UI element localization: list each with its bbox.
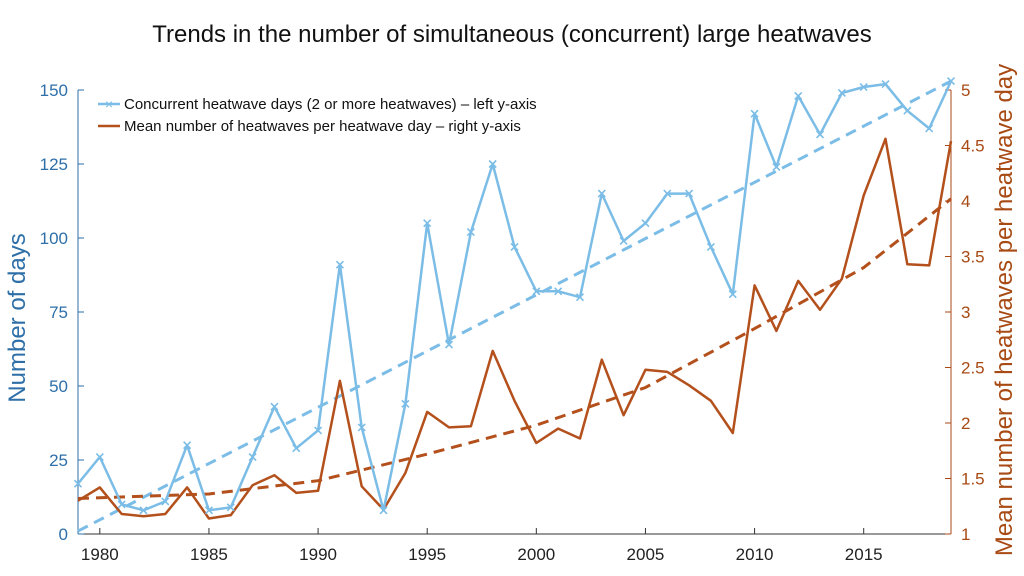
x-tick-label: 2000 — [517, 545, 555, 564]
point-marker-concurrent-days — [335, 260, 344, 269]
legend-marker-x: × — [105, 96, 113, 112]
x-tick-label: 1985 — [190, 545, 228, 564]
y-tick-label-left: 125 — [40, 155, 68, 174]
point-marker-concurrent-days — [248, 452, 257, 462]
point-marker-concurrent-days — [139, 506, 148, 515]
y-tick-label-right: 1 — [961, 525, 970, 544]
y-tick-label-right: 2.5 — [961, 359, 985, 378]
trend-line-concurrent-days — [77, 79, 952, 533]
point-marker-concurrent-days — [488, 159, 497, 169]
point-marker-concurrent-days — [357, 423, 366, 432]
point-marker-concurrent-days — [161, 497, 170, 506]
point-marker-concurrent-days — [794, 91, 803, 100]
point-marker-concurrent-days — [510, 242, 519, 251]
y-tick-label-left: 75 — [49, 303, 68, 322]
x-tick-label: 2005 — [627, 545, 665, 564]
point-marker-concurrent-days — [663, 189, 672, 198]
y-tick-label-right: 5 — [961, 81, 970, 100]
point-marker-concurrent-days — [204, 506, 214, 515]
point-marker-concurrent-days — [226, 503, 235, 512]
point-marker-concurrent-days — [619, 236, 628, 246]
point-marker-concurrent-days — [554, 287, 563, 296]
point-marker-concurrent-days — [575, 293, 585, 302]
line-concurrent-days — [77, 80, 953, 512]
trend-line-mean-heatwaves — [77, 197, 952, 500]
trend-lines — [77, 79, 952, 533]
point-marker-concurrent-days — [597, 189, 606, 198]
point-marker-concurrent-days — [183, 441, 192, 450]
point-marker-concurrent-days — [401, 399, 410, 408]
tick-labels: 1980 1985 1990 1995 2000 2005 2010 201502550751… — [40, 81, 985, 564]
point-marker-concurrent-days — [750, 109, 759, 118]
y-tick-label-right: 4 — [961, 192, 970, 211]
point-marker-concurrent-days — [292, 444, 301, 453]
x-tick-label: 2010 — [736, 545, 774, 564]
point-marker-concurrent-days — [925, 124, 934, 133]
point-marker-concurrent-days — [532, 287, 541, 296]
point-marker-concurrent-days — [423, 219, 432, 228]
axes — [77, 89, 952, 535]
y-tick-label-left: 25 — [49, 451, 68, 470]
y-tick-label-left: 0 — [59, 525, 68, 544]
point-marker-concurrent-days — [859, 82, 868, 92]
y-axis-label-right: Mean number of heatwaves per heatwave da… — [991, 64, 1018, 556]
point-marker-concurrent-days — [270, 402, 279, 411]
x-tick-label: 1980 — [81, 545, 119, 564]
line-mean-heatwaves — [77, 137, 953, 520]
legend-label-mean-heatwaves: Mean number of heatwaves per heatwave da… — [124, 118, 521, 135]
x-tick-label: 1990 — [299, 545, 337, 564]
point-marker-concurrent-days — [685, 189, 694, 198]
point-marker-concurrent-days — [837, 88, 846, 98]
y-tick-label-right: 2 — [961, 414, 970, 433]
point-marker-concurrent-days — [881, 80, 890, 89]
y-tick-label-left: 50 — [49, 377, 68, 396]
legend-label-concurrent-days: Concurrent heatwave days (2 or more heat… — [124, 96, 537, 113]
point-marker-concurrent-days — [641, 219, 650, 228]
point-marker-concurrent-days — [728, 290, 737, 299]
y-tick-label-right: 3 — [961, 303, 970, 322]
y-tick-label-right: 1.5 — [961, 470, 985, 489]
point-marker-concurrent-days — [772, 162, 781, 172]
point-marker-concurrent-days — [815, 130, 825, 139]
y-axis-label-left: Number of days — [4, 233, 31, 402]
point-marker-concurrent-days — [946, 77, 956, 86]
y-tick-label-right: 3.5 — [961, 248, 985, 267]
point-marker-concurrent-days — [466, 228, 475, 237]
point-marker-concurrent-days — [379, 506, 388, 515]
legend: × Concurrent heatwave days (2 or more he… — [98, 96, 537, 135]
y-tick-label-right: 4.5 — [961, 137, 985, 156]
y-tick-label-left: 100 — [40, 229, 68, 248]
point-marker-concurrent-days — [314, 426, 323, 435]
point-marker-concurrent-days — [95, 452, 104, 462]
x-tick-label: 1995 — [408, 545, 446, 564]
point-marker-concurrent-days — [903, 106, 912, 115]
chart-title: Trends in the number of simultaneous (co… — [152, 21, 871, 48]
series-lines — [73, 77, 956, 520]
point-marker-concurrent-days — [444, 340, 454, 349]
point-marker-concurrent-days — [706, 242, 715, 251]
y-tick-label-left: 150 — [40, 81, 68, 100]
x-tick-label: 2015 — [845, 545, 883, 564]
point-marker-concurrent-days — [117, 500, 126, 509]
point-marker-concurrent-days — [73, 479, 83, 488]
